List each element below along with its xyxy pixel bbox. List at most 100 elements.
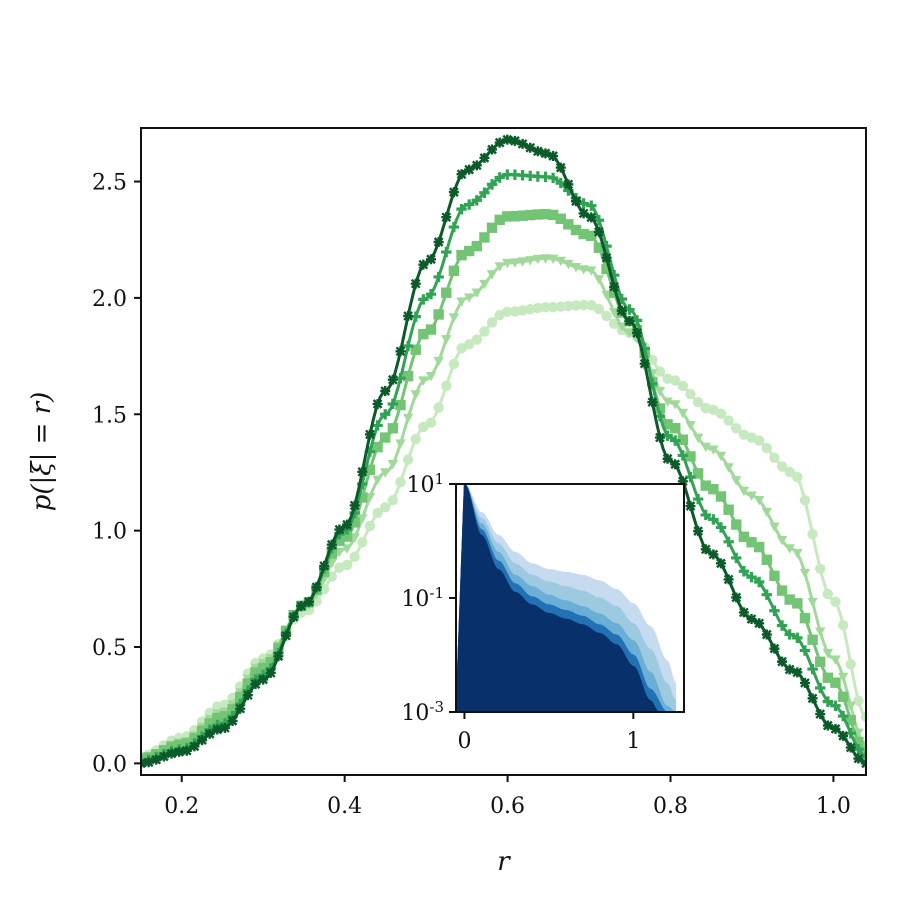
y-axis-label: p(|ξ| = r): [27, 392, 57, 512]
series-3-point: [410, 344, 421, 355]
series-5-point: [395, 346, 406, 357]
series-3-point: [662, 419, 673, 430]
series-2-point: [654, 386, 666, 397]
series-2-point: [578, 265, 589, 275]
y-tick-label: 1.0: [92, 520, 127, 545]
series-5-point: [502, 134, 513, 145]
series-2-point: [509, 258, 521, 268]
inset-y-tick-exponent: 1: [434, 470, 444, 488]
series-4-point: [387, 398, 399, 410]
series-4-point: [494, 172, 505, 183]
series-3-point: [257, 662, 269, 674]
inset-y-tick-base: 10: [401, 587, 429, 612]
series-2-point: [700, 442, 711, 453]
series-4-point: [708, 514, 719, 525]
series-1-point: [776, 461, 788, 472]
series-1-point: [784, 466, 795, 478]
series-1-point: [792, 471, 803, 483]
series-3-point: [204, 718, 215, 729]
series-3-point: [525, 209, 536, 221]
series-4-point: [441, 246, 452, 258]
x-tick-label: 0.2: [164, 794, 199, 819]
series-1-point: [670, 375, 681, 386]
series-1-point: [372, 507, 383, 519]
series-4-point: [784, 629, 795, 640]
series-5-point: [212, 724, 223, 735]
series-5-point: [151, 754, 162, 765]
series-3-point: [547, 209, 559, 221]
series-5-point: [189, 741, 200, 752]
series-1-point: [364, 520, 376, 532]
series-2-point: [807, 597, 818, 608]
series-2-point: [837, 672, 849, 683]
series-5-point: [174, 746, 185, 757]
inset-y-tick-exponent: -1: [429, 584, 444, 602]
series-5-point: [410, 278, 421, 289]
series-1-point: [441, 380, 452, 392]
series-4-point: [425, 288, 437, 300]
series-4-point: [448, 221, 460, 233]
series-5-point: [799, 677, 810, 688]
series-1-point: [654, 366, 666, 377]
series-5-point: [242, 690, 253, 701]
series-5-point: [685, 501, 696, 512]
series-3-point: [494, 214, 505, 226]
series-5-point: [456, 169, 467, 180]
series-2-point: [738, 486, 750, 497]
series-3-point: [357, 492, 368, 503]
series-4-point: [853, 744, 864, 755]
series-4-point: [395, 372, 406, 384]
series-5-point: [769, 643, 780, 654]
series-5-point: [532, 146, 543, 157]
series-4-point: [586, 200, 597, 211]
series-1-point: [456, 343, 467, 354]
series-3-point: [708, 483, 719, 495]
series-1-point: [715, 408, 727, 419]
series-2-point: [723, 463, 734, 473]
series-1-point: [608, 318, 620, 329]
series-5-point: [578, 208, 589, 219]
series-5-point: [838, 730, 849, 741]
series-3-point: [212, 712, 223, 724]
series-4-point: [486, 179, 498, 190]
series-5-point: [143, 757, 154, 768]
series-4-point: [555, 177, 566, 189]
series-1-point: [425, 417, 437, 428]
series-5-point: [662, 453, 673, 464]
series-5-point: [754, 618, 765, 629]
series-5-point: [693, 526, 704, 537]
series-2-point: [822, 648, 834, 659]
series-2-point: [494, 262, 505, 272]
series-5-point: [227, 715, 238, 726]
series-2-point: [357, 514, 368, 524]
series-3-point: [601, 263, 612, 275]
series-2-point: [670, 400, 681, 410]
series-5-point: [433, 237, 444, 248]
series-3-point: [685, 451, 696, 462]
main-series-layer: [141, 134, 866, 769]
series-3-point: [784, 594, 795, 605]
series-5-point: [441, 212, 452, 223]
y-tick-label: 2.5: [92, 171, 127, 196]
series-5-point: [326, 539, 337, 550]
series-4-point: [479, 187, 490, 198]
series-5-point: [281, 630, 291, 641]
series-5-point: [586, 212, 597, 223]
series-2-point: [525, 256, 536, 266]
series-3-point: [242, 678, 254, 689]
series-1-point: [433, 402, 444, 413]
series-3-point: [227, 704, 238, 715]
series-5-point: [616, 305, 627, 316]
series-2-point: [792, 549, 803, 559]
series-2-point: [685, 421, 696, 431]
series-2-point: [845, 701, 856, 711]
series-2-point: [692, 433, 704, 443]
series-2-point: [532, 254, 544, 265]
series-4-point: [692, 493, 704, 505]
series-2-point: [799, 568, 811, 579]
series-1-point: [815, 563, 826, 575]
series-4-point: [799, 645, 811, 656]
series-1-point: [761, 442, 772, 454]
series-4-point: [380, 409, 391, 420]
inset-y-tick-base: 10: [406, 473, 434, 498]
